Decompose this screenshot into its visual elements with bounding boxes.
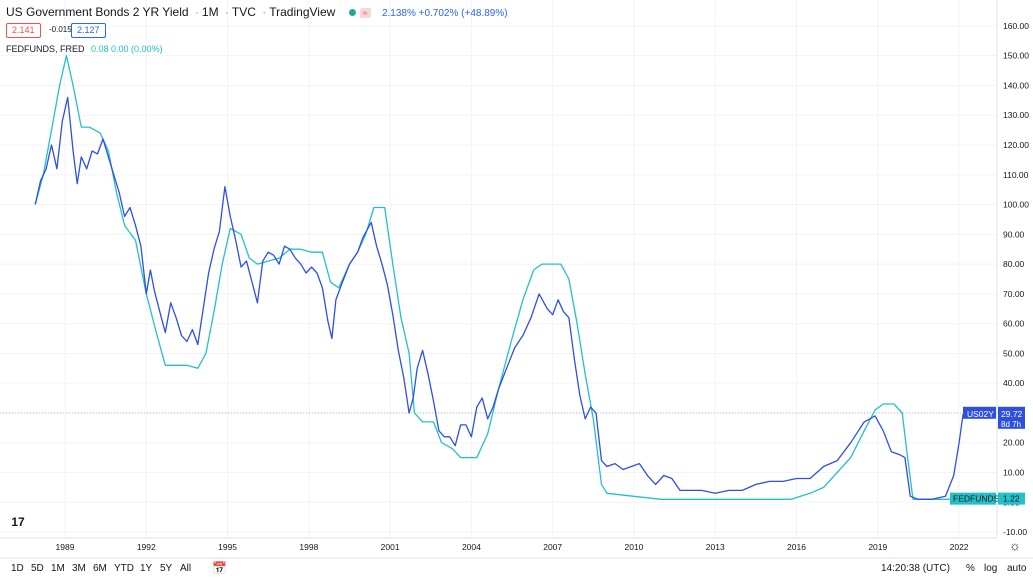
y-tick-label: 110.00 [1003, 170, 1029, 180]
us02y-name-tag [963, 406, 996, 419]
gear-icon[interactable]: ☼ [1009, 538, 1021, 553]
y-tick-label: 130.00 [1003, 110, 1029, 120]
fedfunds-name-label: FEDFUNDS [953, 494, 1000, 504]
y-tick-label: 70.00 [1003, 289, 1025, 299]
quote-readout: 2.138% +0.702% (+48.89%) [381, 8, 508, 19]
y-tick-label: 10.00 [1003, 468, 1025, 478]
range-1m-button[interactable]: 1M [51, 563, 65, 574]
interval-label: 1M [201, 5, 219, 19]
range-all-button[interactable]: All [180, 563, 192, 574]
range-5y-button[interactable]: 5Y [160, 563, 173, 574]
range-5d-button[interactable]: 5D [31, 563, 44, 574]
series-line-fedfunds [34, 55, 960, 500]
y-tick-label: 120.00 [1003, 140, 1029, 150]
source-label: TVC [231, 5, 256, 19]
fedfunds-name-tag [950, 492, 996, 505]
x-tick-label: 2007 [543, 542, 562, 552]
us02y-name-label: US02Y [967, 409, 994, 419]
y-tick-label: 20.00 [1003, 438, 1025, 448]
x-tick-label: 1992 [137, 542, 156, 552]
y-tick-label: 160.00 [1003, 21, 1029, 31]
overlay-legend[interactable]: FEDFUNDS, FRED 0.08 0.00 (0.00%) [6, 44, 163, 54]
x-tick-label: 2022 [950, 542, 969, 552]
overlay-legend-values: 0.08 0.00 (0.00%) [91, 44, 163, 54]
fedfunds-price-label: 1.22 [1003, 494, 1020, 504]
market-status-icon [348, 8, 356, 16]
range-1y-button[interactable]: 1Y [140, 563, 153, 574]
fedfunds-price-tag [998, 492, 1025, 505]
publisher-label: TradingView [269, 5, 336, 19]
x-tick-label: 2001 [381, 542, 400, 552]
us02y-price-tag [998, 406, 1025, 429]
y-tick-label: 60.00 [1003, 319, 1025, 329]
us02y-price-label: 29.72 [1001, 409, 1023, 419]
symbol-header: US Government Bonds 2 YR Yield · 1M · TVC … [6, 5, 508, 19]
percent-toggle[interactable]: % [966, 563, 975, 574]
range-1d-button[interactable]: 1D [11, 563, 24, 574]
compare-badge[interactable]: ≈ [359, 7, 371, 18]
y-tick-label: -10.00 [1003, 527, 1027, 537]
tradingview-logo-icon[interactable]: 17 [11, 515, 25, 529]
y-tick-label: 40.00 [1003, 378, 1025, 388]
x-tick-label: 2004 [462, 542, 481, 552]
x-tick-label: 2016 [787, 542, 806, 552]
range-3m-button[interactable]: 3M [72, 563, 86, 574]
symbol-title[interactable]: US Government Bonds 2 YR Yield [6, 5, 189, 19]
calendar-icon[interactable]: 📅 [212, 561, 227, 575]
y-tick-label: 150.00 [1003, 51, 1029, 61]
y-tick-label: 90.00 [1003, 229, 1025, 239]
bottom-toolbar: 1D 5D 1M 3M 6M YTD 1Y 5Y All 📅 14:20:38 … [0, 558, 1033, 581]
us02y-countdown-label: 8d 7h [1001, 420, 1021, 429]
spread-value: -0.015 [44, 23, 77, 36]
series-line-us02y [34, 96, 964, 500]
x-tick-label: 1995 [218, 542, 237, 552]
utc-clock[interactable]: 14:20:38 (UTC) [881, 563, 950, 574]
y-tick-label: 80.00 [1003, 259, 1025, 269]
y-tick-label: 50.00 [1003, 348, 1025, 358]
range-ytd-button[interactable]: YTD [114, 563, 134, 574]
x-tick-label: 1998 [299, 542, 318, 552]
x-tick-label: 2013 [706, 542, 725, 552]
range-6m-button[interactable]: 6M [93, 563, 107, 574]
y-tick-label: 140.00 [1003, 80, 1029, 90]
overlay-legend-name: FEDFUNDS, FRED [6, 44, 85, 54]
ask-price[interactable]: 2.127 [71, 23, 106, 38]
bid-price[interactable]: 2.141 [6, 23, 41, 38]
x-tick-label: 1989 [56, 542, 75, 552]
log-toggle[interactable]: log [984, 563, 998, 574]
auto-toggle[interactable]: auto [1007, 563, 1027, 574]
x-tick-label: 2019 [868, 542, 887, 552]
x-tick-label: 2010 [625, 542, 644, 552]
y-tick-label: 100.00 [1003, 200, 1029, 210]
